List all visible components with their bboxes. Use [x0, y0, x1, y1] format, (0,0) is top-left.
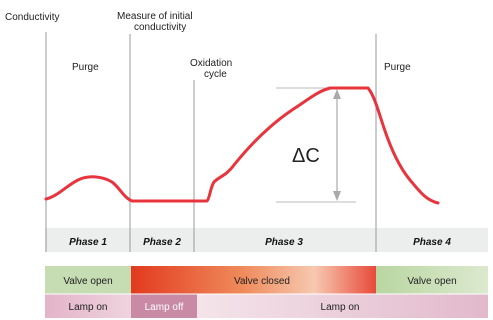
y-axis-label: Conductivity: [5, 12, 59, 23]
conductivity-curve: [44, 86, 440, 205]
valve-open-right-label: Valve open: [407, 276, 456, 287]
delta-c-label: ΔC: [292, 145, 320, 167]
oxidation-label-line2: cycle: [204, 69, 227, 80]
valve-open-left-bar: [45, 266, 131, 294]
valve-open-left-label: Valve open: [63, 276, 112, 287]
phase-2-label: Phase 2: [143, 237, 181, 248]
phase-band: [45, 228, 488, 252]
lamp-on-right-bar: [197, 294, 488, 318]
delta-arrow-down-head: [333, 191, 341, 201]
phase-3-label: Phase 3: [265, 237, 303, 248]
oxidation-label-line1: Oxidation: [190, 58, 232, 69]
lamp-on-left-bar: [45, 294, 131, 318]
valve-closed-label: Valve closed: [234, 276, 290, 287]
purge-right-label: Purge: [384, 62, 411, 73]
valve-open-right-bar: [376, 266, 488, 294]
measure-label-line1: Measure of initial: [117, 11, 193, 22]
phase-1-label: Phase 1: [69, 237, 107, 248]
phase-4-label: Phase 4: [413, 237, 451, 248]
measure-label-line2: conductivity: [134, 22, 186, 33]
purge-left-label: Purge: [72, 62, 99, 73]
lamp-off-bar: [131, 294, 197, 318]
lamp-on-left-label: Lamp on: [69, 302, 108, 313]
delta-arrow-up-head: [333, 89, 341, 99]
valve-closed-bar: [131, 266, 376, 294]
lamp-on-right-label: Lamp on: [321, 302, 360, 313]
lamp-off-label: Lamp off: [145, 302, 184, 313]
